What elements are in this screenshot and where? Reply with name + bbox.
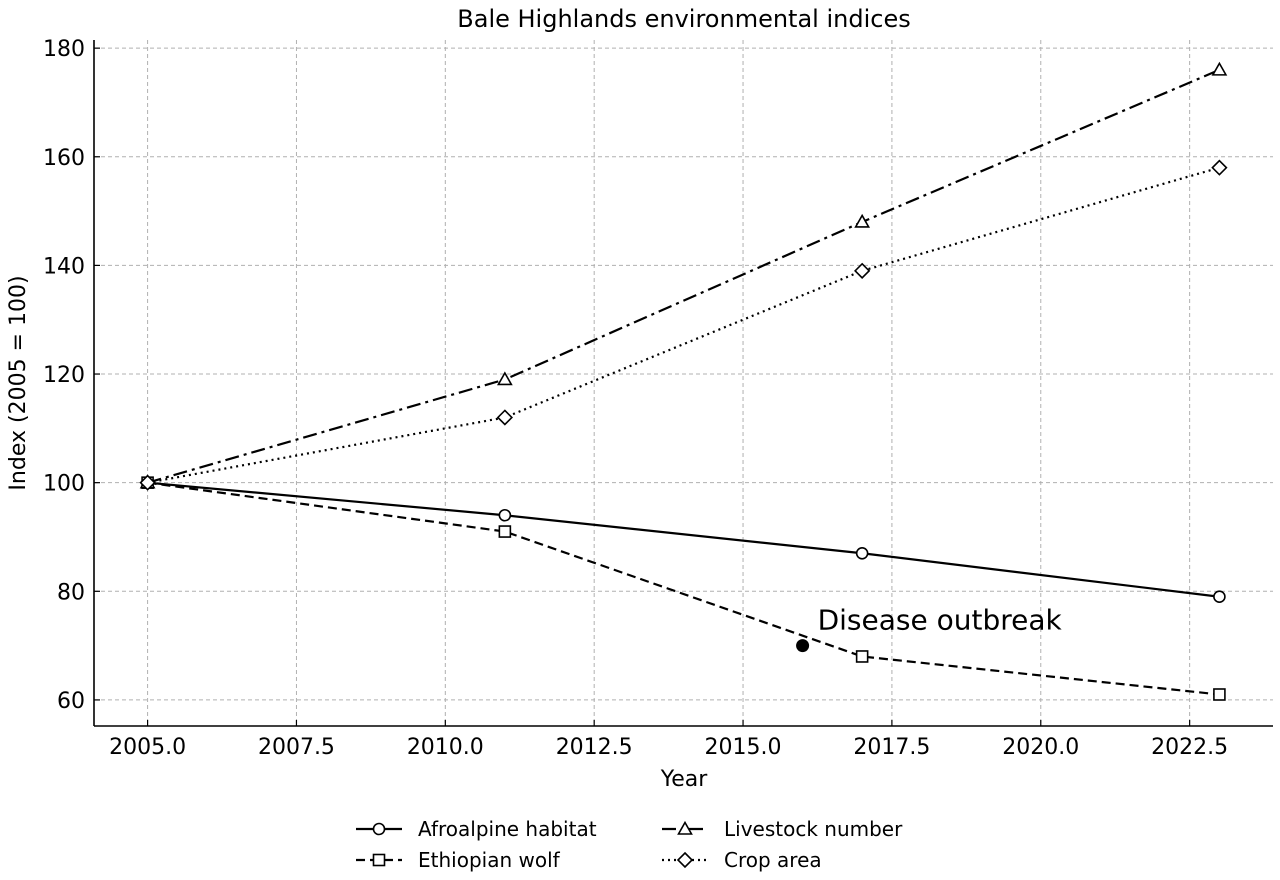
y-tick-label: 180 [43, 37, 85, 62]
annotations: Disease outbreak [796, 604, 1063, 653]
legend-label: Livestock number [724, 817, 903, 841]
series-line [147, 166, 1220, 484]
x-tick-label: 2020.0 [1002, 735, 1079, 760]
annotation-point [796, 639, 810, 653]
y-tick-label: 60 [57, 689, 85, 714]
data-point [1211, 159, 1228, 176]
data-point [1211, 61, 1228, 76]
series-ethiopian-wolf [141, 476, 1226, 701]
y-axis-label: Index (2005 = 100) [6, 275, 31, 490]
x-axis-label: Year [660, 767, 709, 792]
series-livestock-number [139, 61, 1228, 489]
series-group [139, 61, 1228, 701]
series-line [147, 481, 1220, 696]
x-tick-label: 2012.5 [556, 735, 633, 760]
x-tick-label: 2022.5 [1151, 735, 1228, 760]
x-tick-label: 2007.5 [258, 735, 335, 760]
y-tick-label: 120 [43, 363, 85, 388]
data-point [854, 262, 871, 279]
series-crop-area [139, 159, 1228, 491]
x-tick-label: 2005.0 [109, 735, 186, 760]
x-axis-ticks: 2005.0 2007.5 2010.0 2012.5 2015.0 2017.5 2020… [109, 720, 1228, 760]
y-tick-label: 100 [43, 472, 85, 497]
legend-label: Ethiopian wolf [418, 848, 561, 872]
legend-item-ethiopian-wolf: Ethiopian wolf [356, 848, 561, 872]
data-point [854, 213, 871, 228]
legend-item-crop-area: Crop area [662, 848, 822, 872]
y-tick-label: 80 [57, 580, 85, 605]
grid [94, 40, 1273, 726]
legend: Afroalpine habitat Ethiopian wolf Livestoc… [356, 817, 903, 872]
y-tick-label: 160 [43, 146, 85, 171]
series-afroalpine-habitat [141, 476, 1226, 604]
legend-marker [677, 820, 693, 835]
data-point [855, 546, 869, 560]
data-point [496, 409, 513, 426]
data-point [1213, 590, 1226, 604]
annotation-label: Disease outbreak [818, 604, 1063, 637]
axes [93, 40, 1273, 727]
legend-marker [676, 851, 694, 869]
legend-label: Afroalpine habitat [418, 817, 597, 841]
data-point [496, 371, 513, 386]
x-tick-label: 2010.0 [407, 735, 484, 760]
series-line [147, 68, 1220, 484]
legend-marker [372, 853, 386, 867]
chart-title: Bale Highlands environmental indices [457, 5, 910, 33]
y-tick-label: 140 [43, 254, 85, 279]
legend-item-afroalpine-habitat: Afroalpine habitat [356, 817, 597, 841]
data-point [139, 474, 156, 491]
y-axis-ticks: 60 80 100 120 140 160 180 [43, 37, 100, 714]
legend-item-livestock-number: Livestock number [662, 817, 903, 841]
legend-marker [372, 822, 386, 836]
data-point [855, 650, 869, 663]
data-point [498, 525, 512, 538]
data-point [498, 508, 512, 522]
data-point [1213, 688, 1226, 701]
x-tick-label: 2017.5 [853, 735, 930, 760]
legend-label: Crop area [724, 848, 822, 872]
x-tick-label: 2015.0 [705, 735, 782, 760]
series-line [147, 481, 1220, 598]
